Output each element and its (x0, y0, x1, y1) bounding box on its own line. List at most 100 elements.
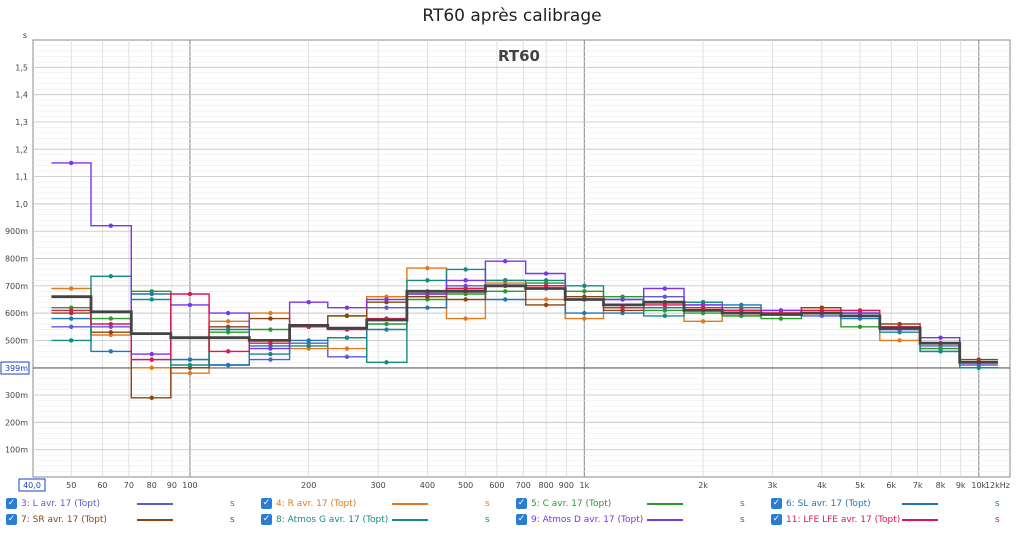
series-point (857, 324, 863, 329)
legend-item-atmos-d[interactable]: ✓ 9: Atmos D avr. 17 (Topt) s (516, 512, 766, 528)
x-tick-label: 90 (167, 481, 177, 490)
x-tick-label: 10k (971, 481, 986, 490)
series-point (662, 286, 668, 291)
legend-item-r[interactable]: ✓ 4: R avr. 17 (Topt) s (261, 496, 511, 512)
x-tick-label: 5k (855, 481, 865, 490)
legend-item-sr[interactable]: ✓ 7: SR avr. 17 (Topt) s (6, 512, 256, 528)
series-point (543, 283, 549, 289)
x-tick-label: 600 (489, 481, 504, 490)
series-point (225, 362, 231, 368)
series-point (582, 283, 587, 289)
legend-swatch (137, 519, 173, 521)
series-point (897, 338, 902, 343)
x-tick-label: 12kHz (985, 481, 1010, 490)
y-tick-label: 900m (5, 227, 28, 236)
x-tick-label: 200 (301, 481, 316, 490)
series-point (225, 327, 231, 332)
series-point (187, 291, 193, 297)
legend-label: 5: C avr. 17 (Topt) (531, 499, 612, 509)
series-point (344, 354, 350, 360)
chart-title: RT60 après calibrage (422, 6, 602, 26)
legend-unit: s (995, 499, 1000, 509)
y-tick-label: 800m (5, 255, 28, 264)
series-point (857, 308, 863, 313)
series-point (582, 316, 587, 321)
legend-unit: s (740, 499, 745, 509)
series-point (425, 278, 430, 283)
legend-swatch (902, 503, 938, 505)
y-axis-unit: s (23, 31, 27, 40)
legend-unit: s (740, 515, 745, 525)
checkbox-icon[interactable]: ✓ (771, 498, 782, 509)
checkbox-icon[interactable]: ✓ (771, 514, 782, 525)
x-tick-label: 500 (458, 481, 473, 490)
x-tick-label: 100 (182, 481, 197, 490)
series-point (69, 308, 74, 313)
legend-swatch (392, 503, 428, 505)
series-point (149, 291, 154, 297)
series-point (739, 308, 744, 313)
series-point (543, 302, 549, 308)
series-point (384, 305, 389, 310)
series-point (108, 223, 114, 228)
chart-watermark: RT60 (498, 47, 540, 65)
legend-item-lfe[interactable]: ✓ 11: LFE LFE avr. 17 (Topt) s (771, 512, 1021, 528)
legend-label: 4: R avr. 17 (Topt) (276, 499, 357, 509)
series-point (69, 316, 74, 321)
y-tick-label: 200m (5, 418, 28, 427)
x-tick-label: 2k (698, 481, 708, 490)
checkbox-icon[interactable]: ✓ (261, 498, 272, 509)
legend-item-atmos-g[interactable]: ✓ 8: Atmos G avr. 17 (Topt) s (261, 512, 511, 528)
checkbox-icon[interactable]: ✓ (516, 514, 527, 525)
series-point (187, 302, 193, 308)
series-point (268, 310, 273, 316)
series-point (344, 346, 350, 351)
series-point (620, 305, 625, 310)
series-point (268, 351, 273, 357)
series-point (108, 321, 114, 327)
series-point (225, 319, 231, 324)
legend-swatch (902, 519, 938, 521)
series-point (69, 338, 74, 343)
legend-item-c[interactable]: ✓ 5: C avr. 17 (Topt) s (516, 496, 766, 512)
checkbox-icon[interactable]: ✓ (261, 514, 272, 525)
average-line (51, 284, 998, 364)
y-tick-label: 500m (5, 336, 28, 345)
series-point (662, 302, 668, 308)
checkbox-icon[interactable]: ✓ (6, 498, 17, 509)
rt60-chart: RT60 s 100m 200m 300m 399m 500m 600m 700m 800m 900… (0, 31, 1011, 492)
reference-value-box (0, 361, 30, 375)
x-tick-label: 800 (538, 481, 553, 490)
legend-unit: s (485, 515, 490, 525)
series-point (306, 338, 311, 343)
x-tick-label: 70 (124, 481, 134, 490)
series-point (384, 327, 389, 332)
series-point (700, 319, 706, 324)
x-tick-label: 300 (370, 481, 385, 490)
legend-row-2: ✓ 7: SR avr. 17 (Topt) s ✓ 8: Atmos G av… (0, 512, 1024, 528)
series-point (582, 310, 587, 316)
checkbox-icon[interactable]: ✓ (516, 498, 527, 509)
series-point (778, 316, 784, 321)
series-point (187, 362, 193, 368)
series-point (543, 271, 549, 276)
checkbox-icon[interactable]: ✓ (6, 514, 17, 525)
y-tick-label: 600m (5, 309, 28, 318)
series-point (225, 349, 231, 354)
series-point (69, 286, 74, 291)
x-tick-label: 400 (420, 481, 435, 490)
series-point (187, 357, 193, 362)
series-point (543, 278, 549, 283)
x-tick-label: 9k (956, 481, 966, 490)
legend-row-1: ✓ 3: L avr. 17 (Topt) s ✓ 4: R avr. 17 (… (0, 496, 1024, 512)
y-tick-label: 1,4 (15, 91, 28, 100)
series-point (662, 294, 668, 299)
legend-item-l[interactable]: ✓ 3: L avr. 17 (Topt) s (6, 496, 256, 512)
series-point (225, 310, 231, 316)
series-point (149, 357, 154, 362)
legend-item-sl[interactable]: ✓ 6: SL avr. 17 (Topt) s (771, 496, 1021, 512)
series-point (268, 357, 273, 362)
x-tick-label: 700 (516, 481, 531, 490)
series-point (425, 305, 430, 310)
series-point (938, 335, 943, 340)
